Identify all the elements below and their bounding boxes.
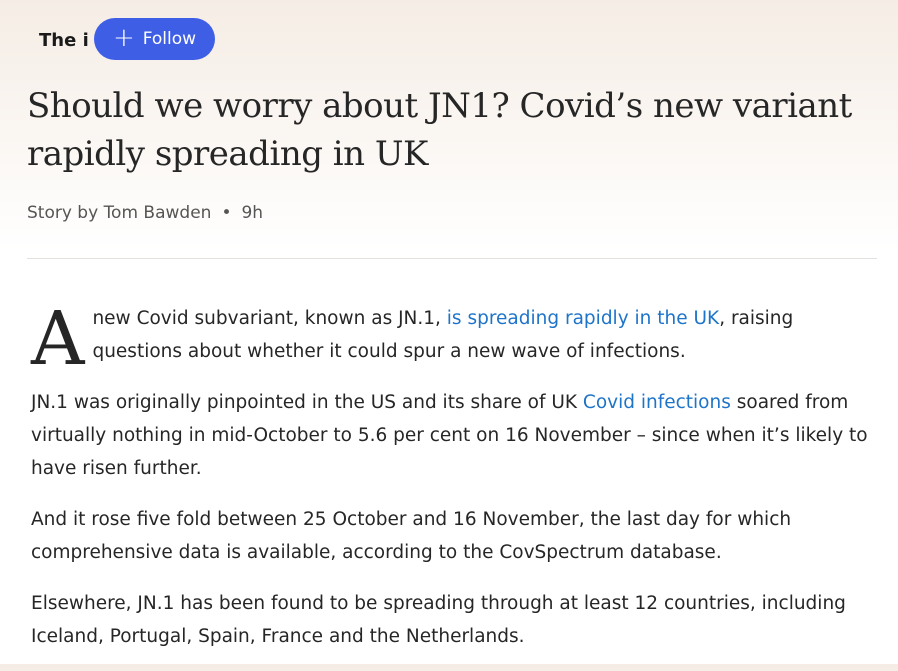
author: Story by Tom Bawden xyxy=(27,203,212,223)
paragraph: JN.1 was originally pinpointed in the US… xyxy=(31,386,881,485)
timestamp: 9h xyxy=(241,203,264,223)
byline: Story by Tom Bawden • 9h xyxy=(27,203,263,223)
article-title: Should we worry about JN1? Covid’s new v… xyxy=(27,86,852,174)
follow-button[interactable]: + Follow xyxy=(94,18,215,60)
text: , raising questions about whether it cou… xyxy=(92,308,794,362)
drop-cap: A xyxy=(31,296,85,382)
follow-label: Follow xyxy=(142,29,197,49)
paragraph: And it rose five fold between 25 October… xyxy=(31,509,792,563)
paragraph: Elsewhere, JN.1 has been found to be spr… xyxy=(31,593,846,647)
plus-icon: + xyxy=(112,22,135,53)
separator-dot: • xyxy=(221,203,232,223)
publisher-name[interactable]: The i xyxy=(39,30,89,51)
text: new Covid subvariant, known as JN.1, xyxy=(92,308,447,329)
link-covid-infections[interactable]: Covid infections xyxy=(582,392,731,413)
text: JN.1 was originally pinpointed in the US… xyxy=(31,392,583,413)
divider xyxy=(27,258,877,259)
text: soared from virtually nothing in mid-Oct… xyxy=(31,392,868,479)
link-spreading-rapidly[interactable]: is spreading rapidly in the UK xyxy=(446,308,720,329)
